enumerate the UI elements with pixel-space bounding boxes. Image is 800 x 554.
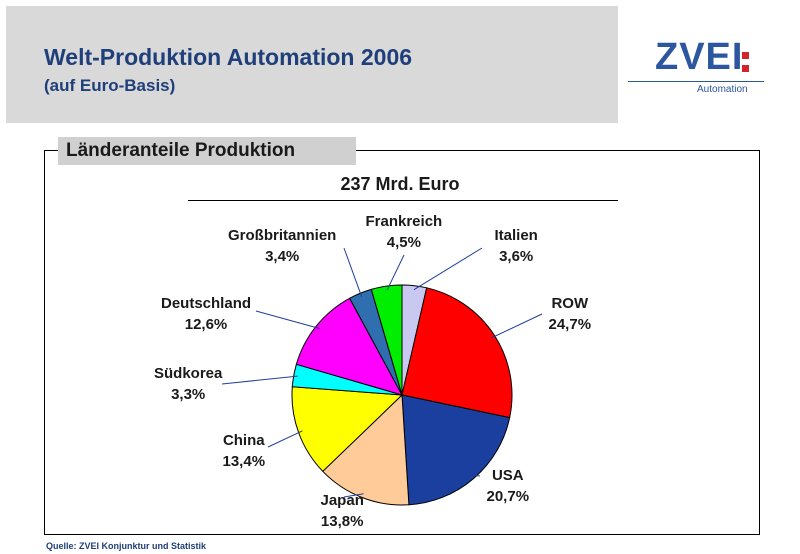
- leader-line-frankreich: [386, 254, 405, 291]
- logo-divider: [628, 81, 764, 82]
- leader-line-japan: [343, 493, 364, 498]
- slice-label-großbritannien: Großbritannien 3,4%: [228, 225, 336, 267]
- slice-value: 3,6%: [499, 248, 534, 265]
- slice-value: 4,5%: [386, 234, 421, 251]
- slice-name: Italien: [494, 227, 538, 244]
- leader-line-china: [267, 430, 303, 448]
- leader-line-großbritannien: [343, 247, 363, 298]
- slice-value: 20,7%: [486, 488, 530, 505]
- slice-name: ROW: [551, 295, 589, 312]
- leader-line-italien: [413, 247, 483, 291]
- source-note: Quelle: ZVEI Konjunktur und Statistik: [46, 541, 207, 551]
- pie-slice-row: [401, 287, 513, 419]
- page-subtitle: (auf Euro-Basis): [44, 76, 176, 95]
- section-label: Länderanteile Produktion: [66, 140, 296, 161]
- section-tab: [58, 137, 356, 165]
- slice-label-row: ROW 24,7%: [549, 293, 592, 335]
- slice-label-japan: Japan 13,8%: [321, 490, 364, 532]
- slice-label-china: China 13,4%: [223, 430, 266, 472]
- slice-value: 12,6%: [184, 316, 228, 333]
- pie-slice-deutschland: [295, 297, 404, 396]
- slice-label-frankreich: Frankreich 4,5%: [366, 211, 443, 253]
- zvei-logo: ZVEI: [655, 36, 744, 78]
- chart-title-underline: [188, 200, 618, 201]
- slice-value: 3,4%: [265, 248, 300, 265]
- slice-name: Südkorea: [154, 365, 223, 382]
- slice-label-deutschland: Deutschland 12,6%: [161, 293, 251, 335]
- slice-value: 13,8%: [320, 513, 364, 530]
- slice-value: 3,3%: [171, 386, 206, 403]
- logo-subtext: Automation: [697, 84, 748, 95]
- pie-slice-usa: [401, 394, 511, 506]
- pie-slice-japan: [322, 393, 410, 506]
- slice-name: Japan: [320, 492, 364, 509]
- leader-line-usa: [471, 474, 481, 477]
- chart-title: 237 Mrd. Euro: [340, 174, 460, 194]
- leader-line-deutschland: [255, 310, 320, 329]
- slice-name: Großbritannien: [228, 227, 337, 244]
- leader-line-row: [491, 313, 543, 339]
- pie-slice-frankreich: [370, 284, 403, 396]
- chart-frame: [44, 150, 760, 535]
- slice-label-usa: USA 20,7%: [487, 465, 530, 507]
- logo-colon-icon: [742, 52, 750, 76]
- header-band: [6, 6, 618, 123]
- slice-label-italien: Italien 3,6%: [495, 225, 538, 267]
- slice-value: 24,7%: [548, 316, 592, 333]
- page-title: Welt-Produktion Automation 2006: [44, 44, 413, 70]
- slice-name: USA: [491, 467, 524, 484]
- slice-name: Frankreich: [365, 213, 443, 230]
- slice-value: 13,4%: [222, 453, 266, 470]
- slice-label-südkorea: Südkorea 3,3%: [154, 363, 222, 405]
- slice-name: China: [222, 432, 265, 449]
- slice-name: Deutschland: [161, 295, 252, 312]
- leader-line-südkorea: [221, 375, 298, 385]
